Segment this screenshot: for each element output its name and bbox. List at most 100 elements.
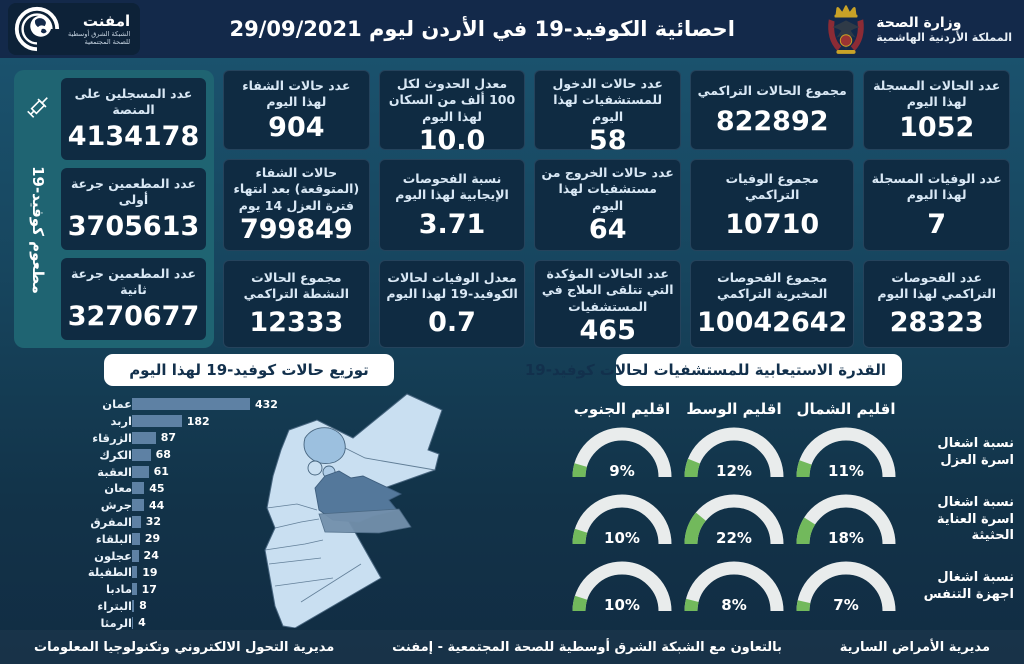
footer-it-directorate: مديرية التحول الالكتروني وتكنولوجيا المع…	[34, 639, 335, 655]
gauge-isolation-south: 9%	[570, 423, 674, 483]
stat-card-incidence-rate: معدل الحدوث لكل 100 ألف من السكان لهذا ا…	[378, 70, 526, 156]
stat-label: عدد حالات الدخول للمستشفيات لهذا اليوم	[552, 76, 663, 124]
bar-row: معان 45	[56, 480, 278, 497]
emphnet-logo-icon	[14, 6, 60, 52]
stat-label: عدد الحالات المسجلة لهذا اليوم	[873, 77, 1001, 109]
bar-row: الكرك 68	[56, 446, 278, 463]
page-title: احصائية الكوفيد-19 في الأردن ليوم 29/09/…	[140, 17, 824, 41]
gauge-value: 7%	[833, 596, 859, 614]
syringe-icon	[27, 97, 48, 118]
header: امفنت الشبكة الشرق أوسطية للصحة المجتمعي…	[0, 0, 1024, 58]
gauge-isolation-north: 11%	[794, 423, 898, 483]
bar-value: 19	[142, 565, 158, 579]
page-title-text: احصائية الكوفيد-19 في الأردن ليوم	[369, 17, 735, 41]
gauge-icu-north: 18%	[794, 490, 898, 550]
gauge-value: 11%	[828, 462, 864, 480]
stat-label: عدد الفحوصات التراكمي لهذا اليوم	[877, 270, 996, 302]
gauge-value: 18%	[828, 529, 864, 547]
bar-value: 29	[144, 532, 161, 546]
bar	[132, 465, 149, 478]
stats-grid: عدد الحالات المسجلة لهذا اليوم 1052 عدد …	[0, 58, 1024, 352]
stat-value: 3705613	[67, 211, 200, 243]
stat-value: 10710	[725, 208, 820, 240]
governorate-label: العقبة	[97, 464, 132, 479]
bar-value: 87	[160, 431, 177, 445]
bar-value: 61	[153, 465, 169, 479]
stat-value: 10.0	[418, 124, 486, 156]
stat-value: 58	[588, 124, 627, 156]
bar	[132, 616, 134, 629]
stat-value: 12333	[249, 306, 344, 338]
vaccination-side-label: مطعوم كوفيد-19	[29, 166, 47, 294]
stat-card-daily-cases: عدد الحالات المسجلة لهذا اليوم 1052	[863, 70, 1010, 150]
gauge-value: 12%	[716, 462, 752, 480]
bar	[132, 583, 137, 596]
logo-subtitle-2: للصحة المجتمعية	[84, 38, 131, 46]
report-date: 29/09/2021	[229, 17, 362, 41]
stat-value: 799849	[239, 213, 353, 245]
stat-card-hospitalized-cases: عدد الحالات المؤكدة التي تتلقى العلاج في…	[534, 260, 682, 348]
stat-card-positivity-rate: نسبة الفحوصات الإيجابية لهذا اليوم 3.71	[378, 159, 526, 251]
governorate-bar-chart: عمان 432 اربد 182 الزرقاء 87 الكرك 68 العقبة…	[56, 396, 278, 631]
logo-subtitle-1: الشبكة الشرق أوسطية	[68, 30, 131, 38]
bar	[132, 482, 145, 495]
region-header-north: اقليم الشمال	[796, 400, 896, 418]
bar-value: 17	[141, 582, 157, 596]
gauge-value: 10%	[604, 529, 640, 547]
stat-value: 4134178	[67, 121, 200, 153]
bar-value: 45	[149, 481, 165, 495]
bar-row: الطفيلة 19	[56, 564, 278, 581]
stat-label: مجموع الحالات النشطة التراكمي	[243, 270, 350, 302]
gauge-icu-center: 22%	[682, 490, 786, 550]
bar-value: 44	[149, 498, 165, 512]
stat-label: معدل الوفيات لحالات الكوفيد-19 لهذا اليو…	[386, 270, 518, 302]
gauge-isolation-center: 12%	[682, 423, 786, 483]
stat-card-daily-recoveries: عدد حالات الشفاء لهذا اليوم 904	[223, 70, 370, 150]
footer-collaboration: بالتعاون مع الشبكة الشرق أوسطية للصحة ال…	[392, 639, 782, 655]
governorate-label: مادبا	[106, 582, 132, 597]
stat-card-daily-tests: عدد الفحوصات التراكمي لهذا اليوم 28323	[863, 260, 1010, 348]
stat-value: 465	[579, 314, 636, 346]
stat-label: عدد المسجلين على المنصة	[74, 85, 193, 118]
stat-card-hospital-admissions: عدد حالات الدخول للمستشفيات لهذا اليوم 5…	[534, 70, 682, 156]
stat-label: حالات الشفاء (المتوقعة) بعد انتهاء فترة …	[233, 165, 360, 213]
stat-value: 64	[588, 213, 627, 245]
ministry-name: وزارة الصحة	[876, 14, 962, 31]
governorate-label: جرش	[100, 498, 132, 513]
kingdom-name: المملكة الأردنية الهاشمية	[876, 30, 1012, 44]
governorate-label: البلقاء	[95, 531, 132, 546]
gauge-value: 22%	[716, 529, 752, 547]
stat-card-platform-registered: عدد المسجلين على المنصة 4134178	[61, 78, 206, 160]
bar-value: 32	[145, 515, 162, 529]
bar-value: 68	[155, 448, 171, 462]
gauge-ventilators-south: 10%	[570, 557, 674, 617]
vaccination-cards: عدد المسجلين على المنصة 4134178 عدد المط…	[61, 78, 206, 340]
bar-row: البتراء 8	[56, 598, 278, 615]
bar	[132, 499, 145, 512]
stat-label: عدد حالات الشفاء لهذا اليوم	[242, 77, 351, 109]
stat-label: عدد الوفيات المسجلة لهذا اليوم	[871, 170, 1002, 202]
bar	[132, 398, 250, 411]
bar-value: 8	[139, 599, 147, 613]
bar-row: البلقاء 29	[56, 530, 278, 547]
governorate-label: الزرقاء	[92, 430, 132, 445]
governorate-label: الرمثا	[100, 615, 132, 630]
bar-row: اربد 182	[56, 413, 278, 430]
bar	[132, 532, 140, 545]
capacity-grid: اقليم الشمال اقليم الوسط اقليم الجنوب نس…	[566, 392, 1020, 619]
region-header-south: اقليم الجنوب	[573, 400, 671, 418]
stat-card-expected-recoveries: حالات الشفاء (المتوقعة) بعد انتهاء فترة …	[223, 159, 370, 251]
stat-card-hospital-discharges: عدد حالات الخروج من مستشفيات لهذا اليوم …	[534, 159, 682, 251]
stat-label: عدد المطعمين جرعة أولى	[70, 175, 197, 208]
governorate-label: عمان	[102, 397, 132, 412]
governorate-label: المفرق	[90, 514, 132, 529]
stat-card-fatality-rate: معدل الوفيات لحالات الكوفيد-19 لهذا اليو…	[378, 260, 526, 348]
capacity-title: القدرة الاستيعابية للمستشفيات لحالات كوف…	[525, 354, 902, 386]
governorate-label: الكرك	[99, 447, 132, 462]
ministry-text: وزارة الصحة المملكة الأردنية الهاشمية	[876, 15, 1012, 44]
bar-row: عجلون 24	[56, 547, 278, 564]
region-header-center: اقليم الوسط	[686, 400, 782, 418]
bar-row: عمان 432	[56, 396, 278, 413]
stat-value: 3.71	[418, 208, 486, 240]
